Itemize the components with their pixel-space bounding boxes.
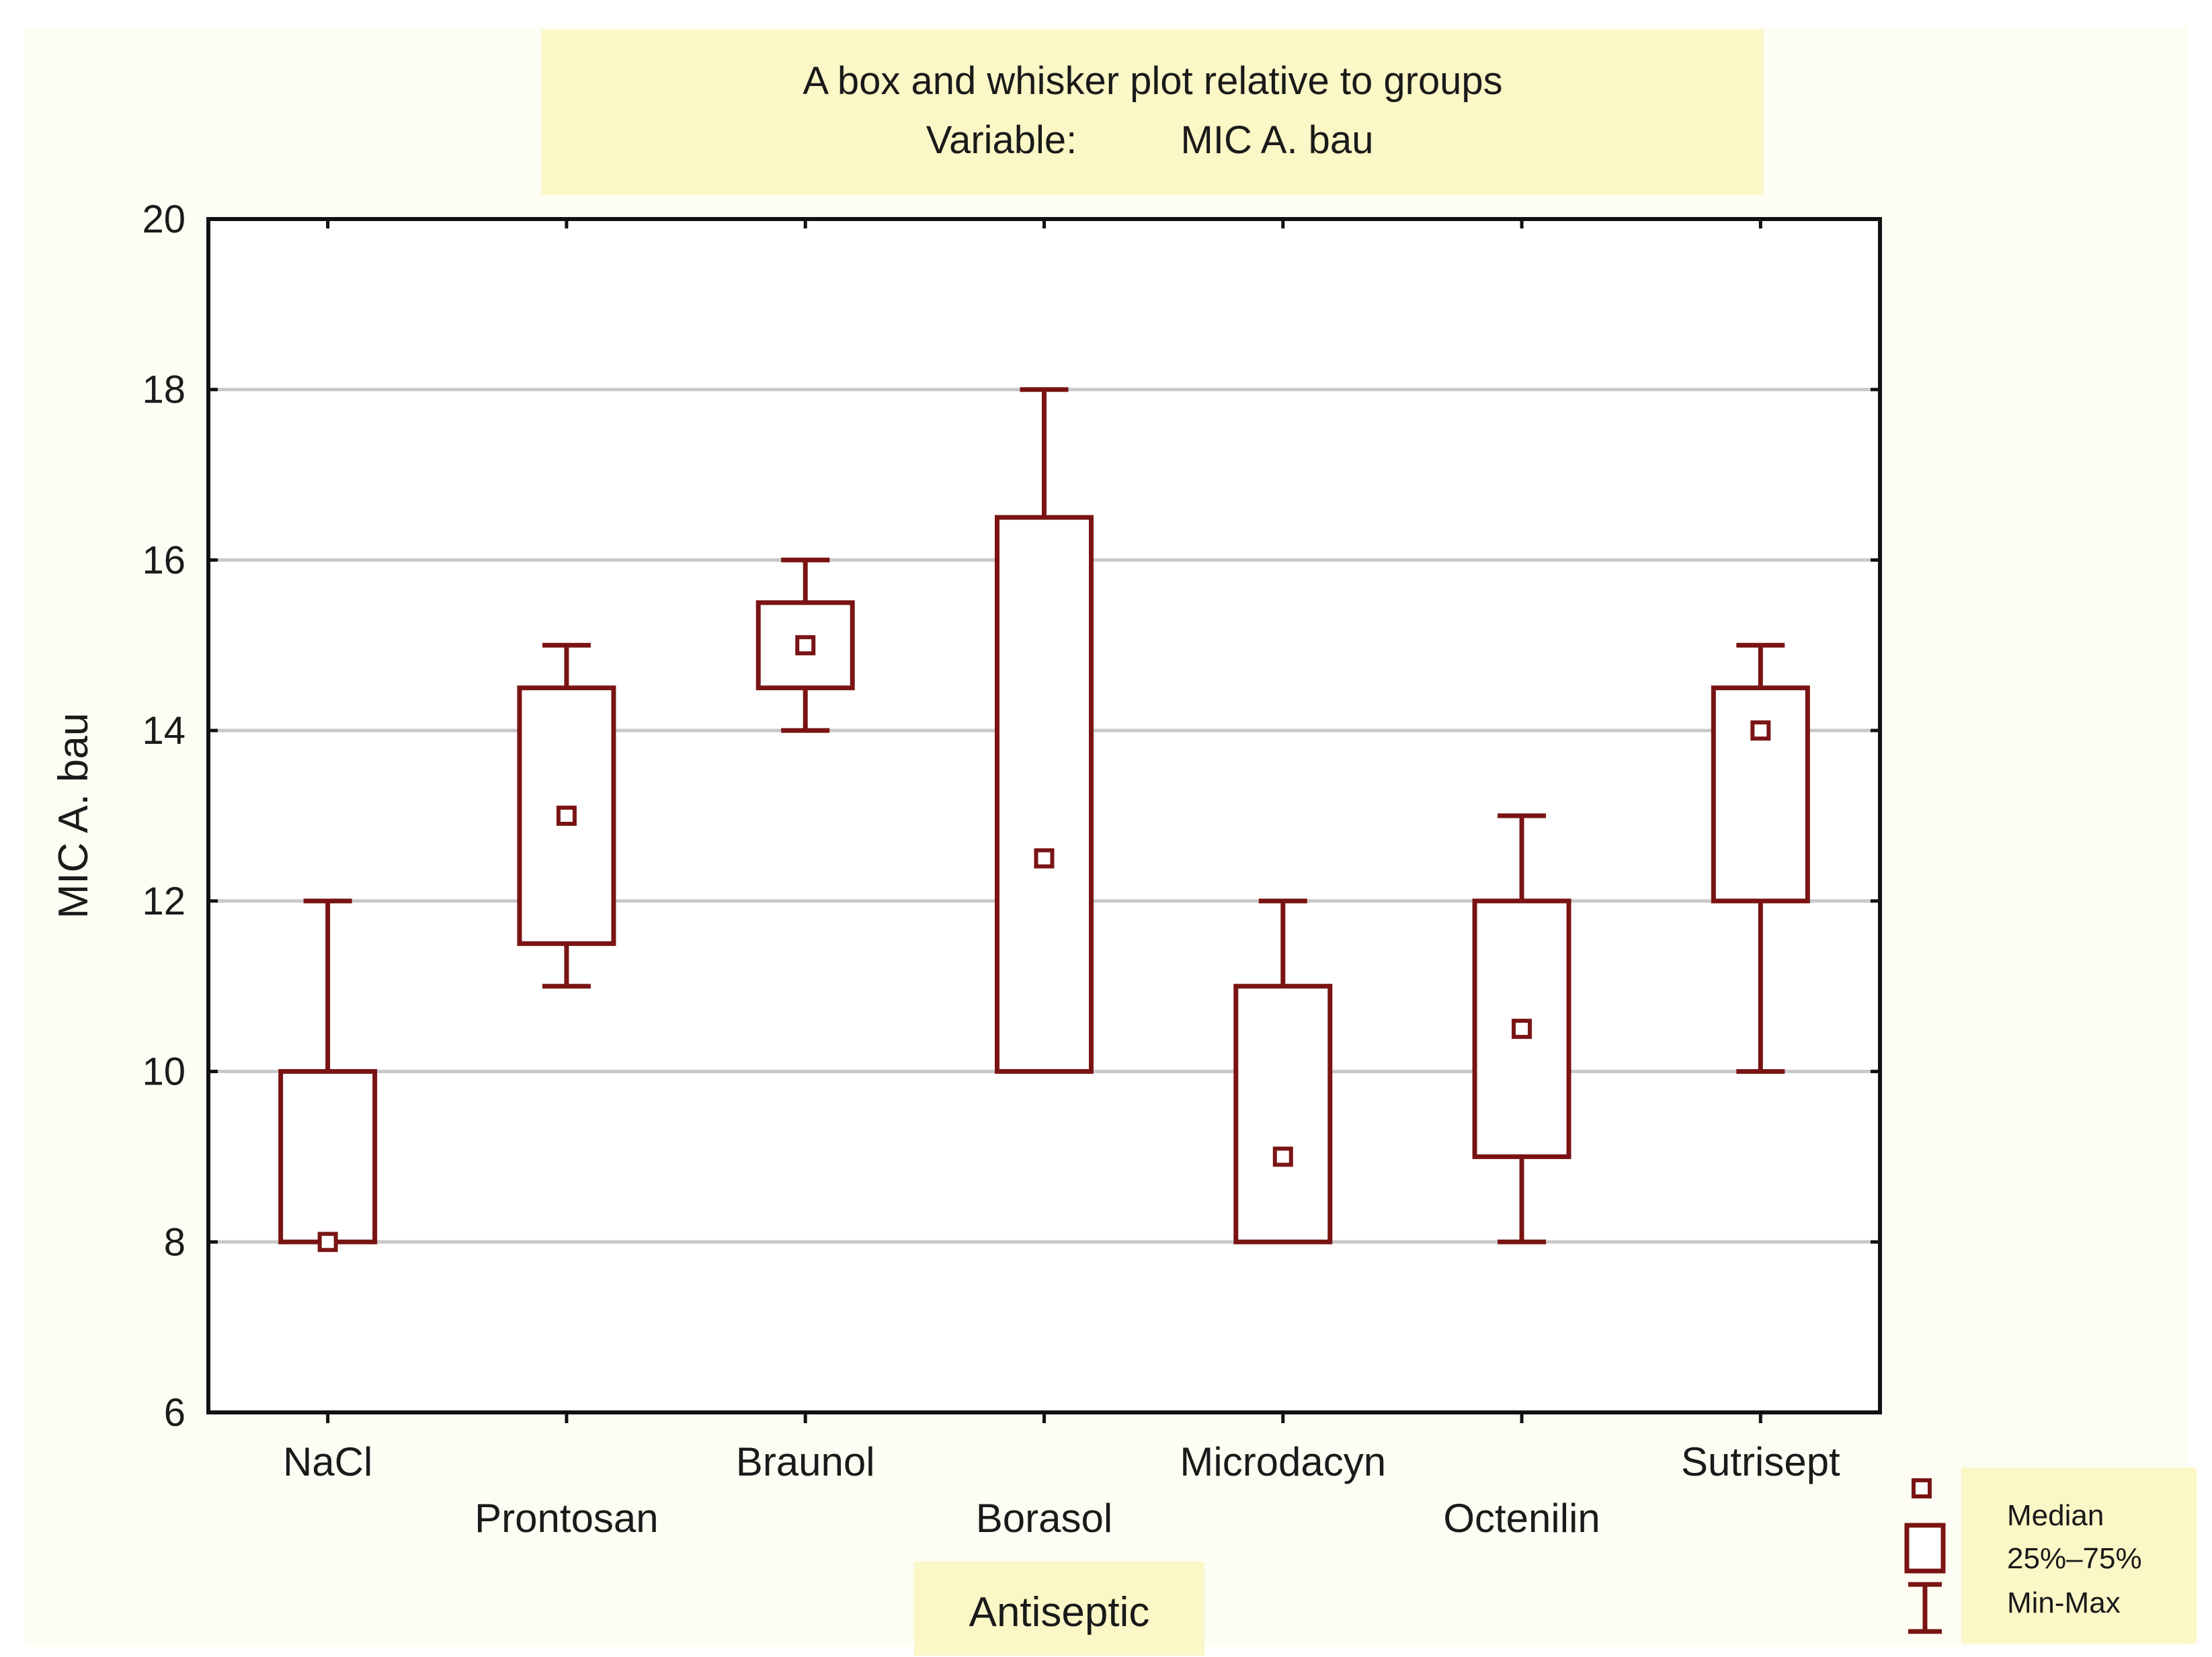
median-marker (1512, 1019, 1532, 1039)
box-group (1472, 813, 1571, 1244)
y-tick-label: 8 (164, 1220, 186, 1264)
chart-title: A box and whisker plot relative to group… (803, 59, 1502, 103)
subtitle-variable: MIC A. bau (1181, 118, 1374, 162)
iqr-box (995, 515, 1094, 1074)
legend-label-range: Min-Max (2007, 1586, 2121, 1619)
legend-label-median: Median (2007, 1499, 2104, 1532)
iqr-box (1711, 685, 1810, 904)
legend-box-marker (1904, 1523, 1946, 1574)
subtitle-label: Variable: (926, 118, 1077, 162)
x-tick-label: Microdacyn (1180, 1439, 1386, 1484)
x-tick-label: NaCl (283, 1439, 372, 1484)
median-marker (317, 1232, 338, 1252)
x-tick-label: Octenilin (1443, 1496, 1600, 1541)
y-tick-label: 16 (142, 538, 186, 582)
y-axis-label: MIC A. bau (50, 713, 97, 919)
box-group (1233, 898, 1333, 1244)
box-group (278, 898, 378, 1252)
y-tick-label: 10 (142, 1050, 186, 1094)
y-tick-label: 20 (142, 198, 186, 241)
y-tick-label: 14 (142, 709, 186, 753)
x-axis-label-box (914, 1562, 1204, 1656)
median-marker (1272, 1146, 1293, 1167)
median-marker (795, 635, 816, 656)
median-marker (556, 806, 577, 826)
title-box (542, 30, 1764, 195)
x-tick-label: Braunol (736, 1439, 875, 1484)
box-group (755, 557, 855, 733)
iqr-box (1233, 984, 1333, 1244)
x-axis-label: Antiseptic (969, 1589, 1150, 1635)
x-tick-label: Borasol (976, 1496, 1112, 1541)
y-tick-label: 18 (142, 368, 186, 412)
median-marker (1034, 848, 1055, 869)
iqr-box (278, 1069, 378, 1244)
legend-median-marker (1912, 1478, 1932, 1498)
plot-frame (206, 217, 1882, 1414)
box-group (1711, 642, 1810, 1074)
x-ticks: NaCl Prontosan Braunol Borasol Microdacyn Oct… (283, 219, 1840, 1541)
legend-label-iqr: 25%–75% (2007, 1542, 2142, 1575)
median-marker (1750, 720, 1771, 741)
boxes (278, 387, 1810, 1252)
legend-panel (1961, 1468, 2197, 1644)
box-group (995, 387, 1094, 1074)
y-tick-label: 6 (164, 1391, 186, 1435)
box-group (517, 642, 616, 989)
x-tick-label: Sutrisept (1681, 1439, 1840, 1484)
y-ticks: 6 8 10 12 14 16 18 20 (142, 198, 1880, 1435)
x-tick-label: Prontosan (475, 1496, 659, 1541)
y-tick-label: 12 (142, 880, 186, 923)
legend: Median 25%–75% Min-Max (1904, 1468, 2197, 1644)
